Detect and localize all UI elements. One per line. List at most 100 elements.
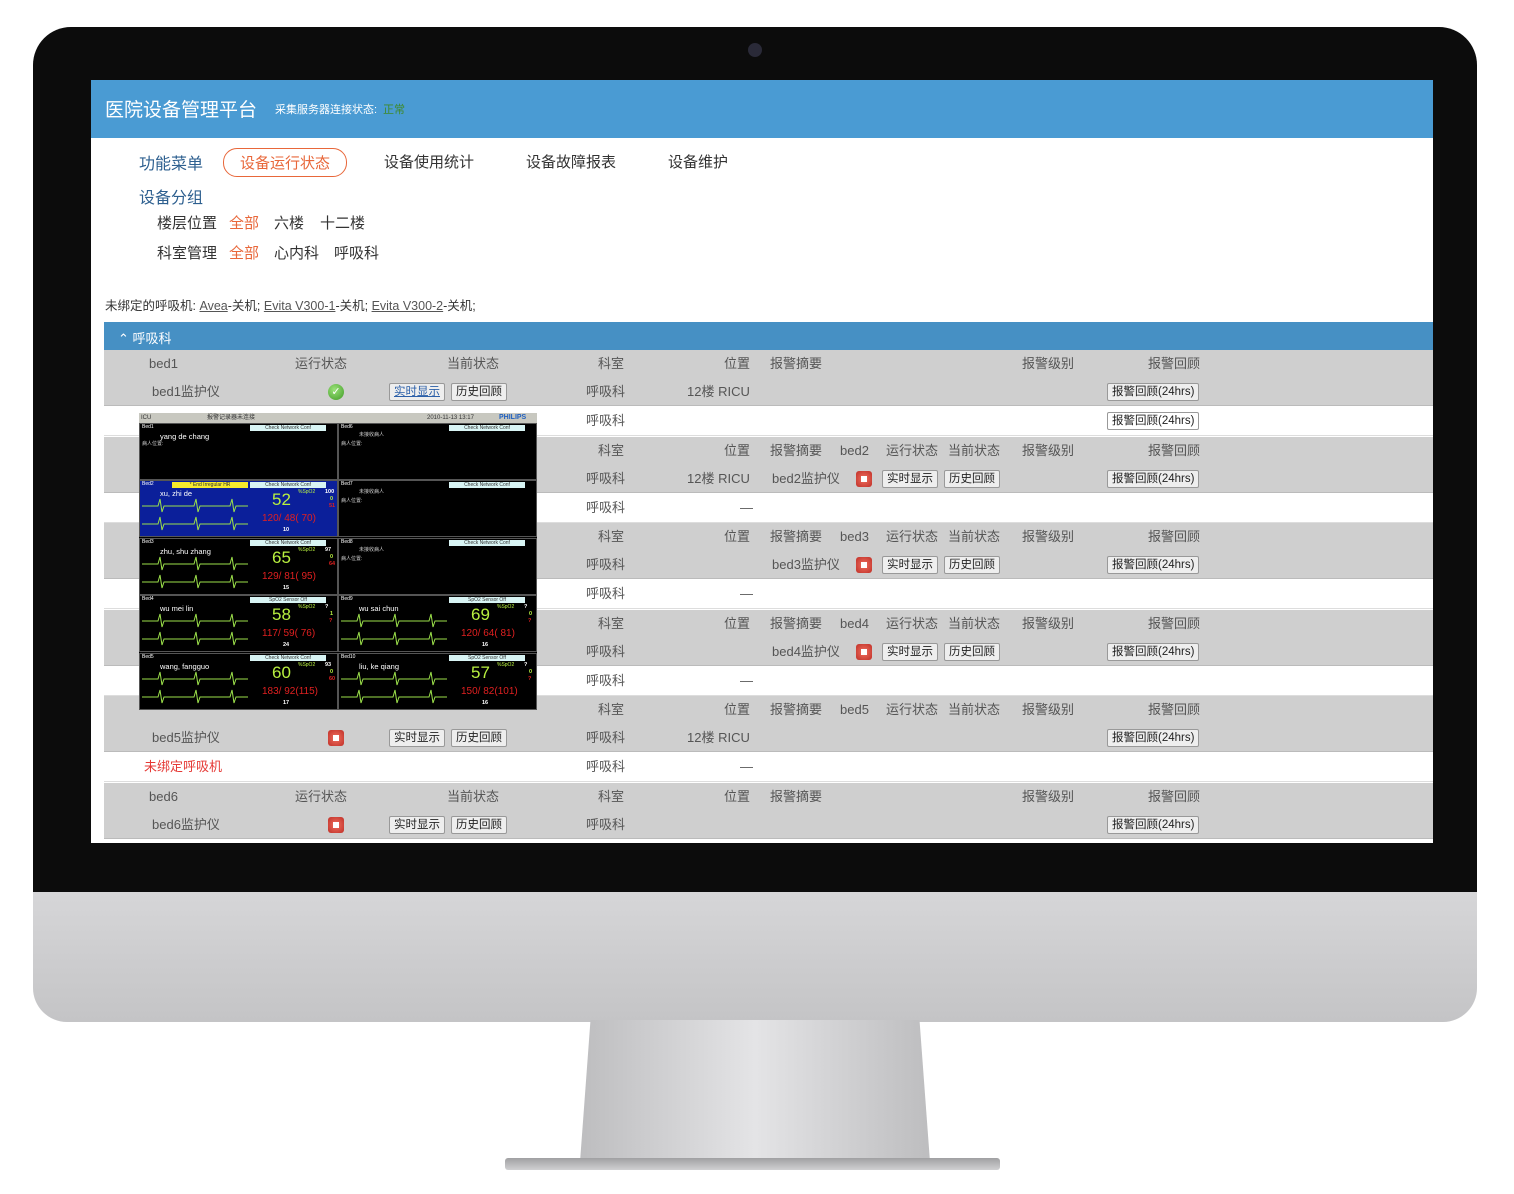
ventilator-state: -关机; (227, 299, 261, 313)
tab-device-status[interactable]: 设备运行状态 (223, 148, 348, 177)
nbp-value: 183/ 92(115) (262, 685, 318, 697)
ventilator-link[interactable]: Avea (199, 299, 228, 313)
col-status: 运行状态 (886, 529, 939, 544)
alert-box: Check Network Conf (449, 539, 525, 546)
history-button[interactable]: 历史回顾 (451, 815, 507, 834)
nbp-value: 120/ 48( 70) (262, 513, 316, 525)
stop-square (333, 821, 339, 828)
floor-12[interactable]: 十二楼 (320, 215, 366, 232)
pvc-value: 0 (330, 668, 334, 675)
dept-all[interactable]: 全部 (229, 245, 260, 262)
alert-box: Check Network Conf (250, 539, 326, 546)
history-button[interactable]: 历史回顾 (451, 729, 507, 747)
tab-maintenance[interactable]: 设备维护 (668, 154, 729, 171)
ventilator-link[interactable]: Evita V300-1 (263, 299, 336, 313)
live-view-button[interactable]: 实时显示 (882, 469, 938, 488)
alarm-review-button[interactable]: 报警回顾(24hrs) (1107, 815, 1200, 834)
device-row: bed6监护仪 实时显示 历史回顾 呼吸科 报警回顾(24hrs) (104, 810, 1433, 839)
waveform-line (142, 517, 248, 531)
col-current: 当前状态 (948, 702, 1001, 717)
connection-label: 采集服务器连接状态: (275, 104, 378, 116)
ventilator-link[interactable]: Evita V300-2 (371, 299, 444, 313)
dept: 呼吸科 (586, 470, 626, 486)
nbp-value: 150/ 82(101) (461, 685, 518, 697)
bed-name: bed2 (840, 442, 869, 458)
hr-value: 69 (471, 605, 490, 625)
floor-6[interactable]: 六楼 (274, 215, 305, 232)
unbound-ventilators: 未绑定的呼吸机: Avea-关机; Evita V300-1-关机; Evita… (105, 295, 476, 314)
pulse-value: ? (528, 675, 532, 682)
dept-label: 科室管理 (157, 245, 218, 262)
history-button[interactable]: 历史回顾 (451, 383, 507, 401)
col-location: 位置 (724, 788, 751, 804)
empty-text: 未接收病人 (359, 489, 385, 496)
resp-value: 16 (482, 699, 489, 706)
device-name: bed2监护仪 (772, 470, 840, 486)
resp-value: 10 (283, 527, 290, 534)
col-summary: 报警摘要 (770, 702, 823, 717)
spo2-label: %SpO2 (497, 661, 515, 668)
stop-square (861, 475, 867, 482)
live-view-button[interactable]: 实时显示 (882, 556, 938, 574)
floor-all[interactable]: 全部 (229, 215, 260, 232)
location: 12楼 RICU (687, 730, 750, 745)
ecg-waveform (341, 689, 447, 703)
alarm-review-button[interactable]: 报警回顾(24hrs) (1107, 642, 1200, 661)
bed-panel: Bed3 Check Network Conf zhu, shu zhang 65 %S… (139, 537, 338, 595)
history-button[interactable]: 历史回顾 (944, 469, 1000, 488)
stop-square (333, 735, 339, 741)
dept-cardiology[interactable]: 心内科 (274, 245, 320, 262)
resp-value: 15 (283, 584, 290, 591)
ecg-waveform (142, 614, 248, 628)
col-dept: 科室 (598, 529, 625, 544)
dept-respiratory[interactable]: 呼吸科 (334, 245, 380, 262)
patient-name: liu, ke qiang (359, 661, 400, 671)
bed-label: Bed3 (142, 538, 154, 545)
live-view-button[interactable]: 实时显示 (389, 729, 445, 747)
col-location: 位置 (724, 529, 751, 544)
col-level: 报警级别 (1022, 356, 1075, 371)
location: — (740, 672, 753, 688)
check-icon: ✓ (328, 384, 344, 400)
alarm-review-button[interactable]: 报警回顾(24hrs) (1107, 412, 1200, 430)
patient-name: wu sai chun (359, 604, 399, 614)
col-review: 报警回顾 (1148, 356, 1201, 371)
bed-name: bed3 (840, 529, 869, 544)
live-view-button[interactable]: 实时显示 (882, 642, 938, 661)
location-label: 病人位置: (142, 441, 164, 447)
alert-box: Check Network Conf (449, 425, 525, 431)
spo2-label: %SpO2 (497, 604, 515, 611)
tab-usage-stats[interactable]: 设备使用统计 (384, 154, 475, 171)
dept: 呼吸科 (586, 557, 626, 572)
alarm-review-button[interactable]: 报警回顾(24hrs) (1107, 383, 1200, 401)
tab-fault-report[interactable]: 设备故障报表 (526, 154, 617, 171)
col-summary: 报警摘要 (770, 529, 823, 544)
section-title: 呼吸科 (132, 331, 172, 346)
alarm-review-button[interactable]: 报警回顾(24hrs) (1107, 729, 1200, 747)
col-dept: 科室 (598, 788, 625, 804)
live-view-button[interactable]: 实时显示 (389, 815, 445, 834)
nbp-value: 117/ 59( 76) (262, 628, 316, 640)
alarm-review-button[interactable]: 报警回顾(24hrs) (1107, 556, 1200, 574)
spo2-label: %SpO2 (298, 661, 316, 668)
section-header[interactable]: ⌃ 呼吸科 (104, 322, 1433, 350)
alert-box: Check Network Conf (250, 654, 326, 661)
pulse-value: 51 (329, 503, 336, 510)
pvc-value: 0 (529, 611, 533, 618)
dept: 呼吸科 (586, 384, 626, 399)
location: 12楼 RICU (687, 384, 750, 399)
hr-value: 65 (272, 547, 291, 567)
history-button[interactable]: 历史回顾 (944, 556, 1000, 574)
live-view-button[interactable]: 实时显示 (389, 383, 445, 401)
ecg-waveform (142, 671, 248, 685)
col-status: 运行状态 (295, 788, 348, 804)
stop-square (861, 648, 867, 655)
nbp-value: 120/ 64( 81) (461, 628, 515, 640)
device-row: bed5监护仪 实时显示 历史回顾 呼吸科 12楼 RICU 报警回顾(24hrs) (104, 724, 1433, 752)
waveform-line (341, 632, 447, 646)
dept: 呼吸科 (586, 499, 626, 515)
alarm-review-button[interactable]: 报警回顾(24hrs) (1107, 469, 1200, 488)
col-current: 当前状态 (447, 356, 500, 371)
history-button[interactable]: 历史回顾 (944, 642, 1000, 661)
patient-name: xu, zhi de (160, 489, 193, 499)
